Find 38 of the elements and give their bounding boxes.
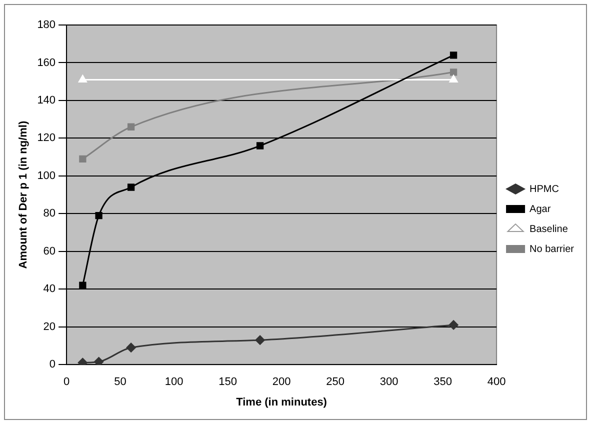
point [450,68,458,76]
point [255,335,265,345]
point [79,155,86,163]
point [450,52,458,59]
y-tick-label: 100 [37,170,56,182]
point [127,184,135,191]
x-tick-label: 150 [218,376,237,388]
y-tick-label: 80 [43,208,56,220]
point [79,282,86,289]
y-tick-label: 20 [43,320,56,333]
y-tick-label: 40 [43,283,56,296]
point [448,320,458,330]
y-axis-title: Amount of Der p 1 (in ng/ml) [18,120,30,269]
y-tick-label: 140 [37,94,56,106]
x-tick-label: 0 [63,376,70,388]
x-tick-label: 300 [380,376,398,388]
y-tick-label: 180 [37,19,56,32]
point [127,123,135,130]
y-tick-label: 60 [43,245,56,258]
point [256,142,264,150]
x-tick-label: 50 [114,376,126,388]
x-axis-title: Time (in minutes) [236,396,328,408]
x-tick-label: 200 [272,376,291,388]
y-tick-label: 0 [49,358,56,371]
point [95,212,102,220]
x-tick-label: 250 [326,376,344,388]
point [94,357,104,365]
y-tick-label: 160 [37,56,56,69]
point [126,342,136,352]
legend-label: HPMC [530,184,559,195]
point [78,358,88,365]
x-tick-label: 350 [434,376,452,388]
legend-label: No barrier [530,244,575,255]
y-tick-label: 120 [37,132,56,144]
x-tick-label: 400 [487,376,506,388]
legend-label: Agar [530,204,552,215]
legend-label: Baseline [530,224,568,235]
x-tick-label: 100 [164,376,184,388]
